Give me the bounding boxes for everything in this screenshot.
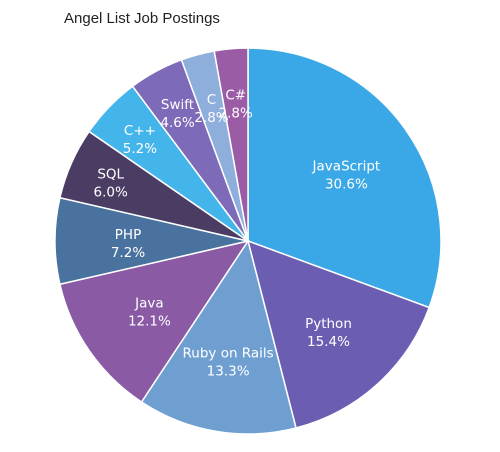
slice-percent: 30.6% (325, 176, 368, 192)
slice-label-csharp: C# 2.8% (219, 88, 253, 122)
slice-percent: 4.6% (160, 115, 194, 131)
slice-label-python: Python 15.4% (305, 316, 352, 350)
slice-ruby-on-rails (140, 239, 297, 435)
slice-name: Ruby on Rails (183, 345, 274, 361)
pie-labels: JavaScript 30.6% Python 15.4% Ruby on Rails 1… (94, 88, 381, 380)
slice-percent: 15.4% (307, 334, 350, 350)
slice-percent: 2.8% (194, 110, 228, 126)
slice-name: C++ (124, 123, 156, 139)
slice-name: PHP (115, 227, 141, 243)
slice-label-php: PHP 7.2% (111, 227, 145, 261)
slice-name: Swift (161, 97, 194, 113)
slice-percent: 13.3% (207, 363, 250, 379)
pie-slices (54, 47, 442, 435)
slice-label-javascript: JavaScript 30.6% (312, 158, 381, 192)
slice-percent: 2.8% (219, 106, 253, 122)
chart-title: Angel List Job Postings (64, 10, 220, 27)
slice-label-c: C 2.8% (194, 92, 228, 126)
slice-label-java: Java 12.1% (128, 295, 171, 329)
slice-label-sql: SQL 6.0% (94, 167, 128, 201)
slice-csharp (213, 47, 249, 242)
slice-name: Python (305, 316, 352, 332)
slice-javascript (247, 47, 442, 309)
slice-name: SQL (97, 167, 124, 183)
slice-python (246, 239, 431, 429)
slice-name: Java (134, 295, 164, 311)
slice-name: JavaScript (312, 158, 381, 174)
slice-percent: 5.2% (123, 141, 157, 157)
slice-percent: 6.0% (94, 185, 128, 201)
slice-percent: 7.2% (111, 245, 145, 261)
slice-name: C (207, 92, 216, 108)
slice-name: C# (225, 88, 246, 104)
slice-percent: 12.1% (128, 313, 171, 329)
slice-label-ruby-on-rails: Ruby on Rails 13.3% (183, 345, 274, 379)
slice-java (59, 239, 250, 404)
slice-label-swift: Swift 4.6% (160, 97, 194, 131)
slice-label-cplusplus: C++ 5.2% (123, 123, 157, 157)
